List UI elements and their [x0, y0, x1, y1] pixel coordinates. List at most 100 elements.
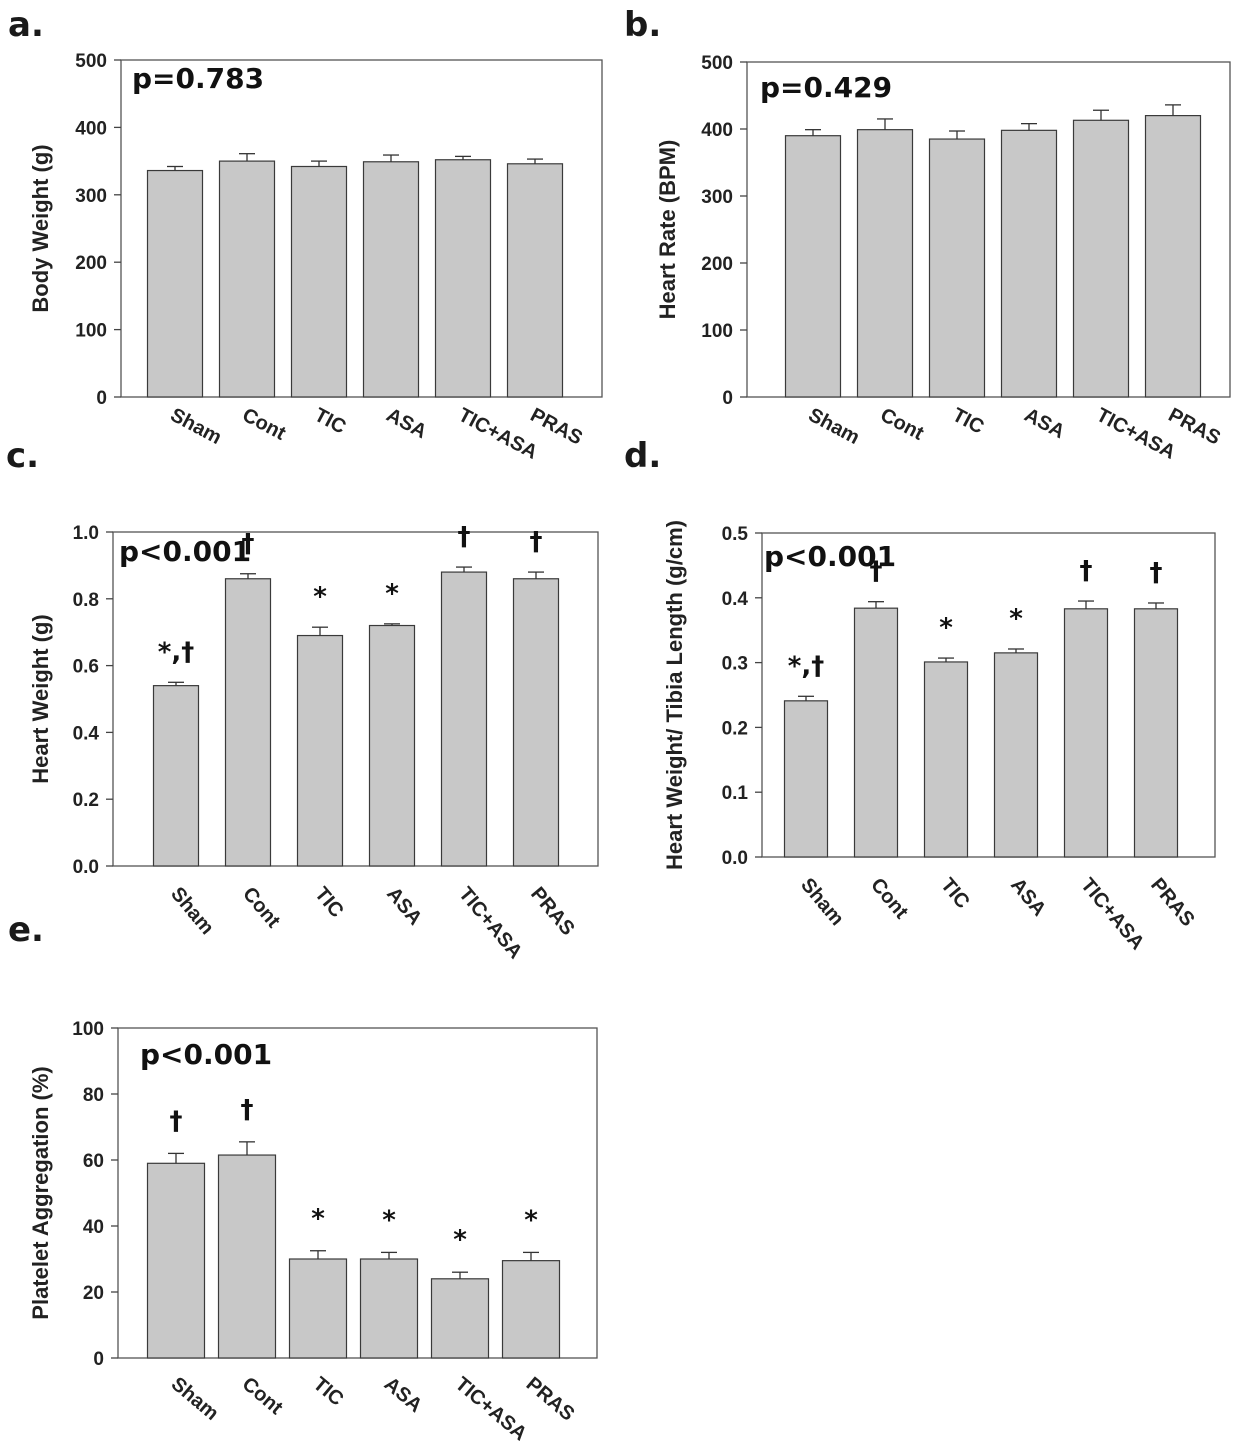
bar [784, 135, 842, 398]
y-tick-label: 400 [75, 118, 107, 139]
y-axis-label: Heart Weight/ Tibia Length (g/cm) [662, 520, 687, 870]
category-label: Sham [796, 874, 848, 930]
category-label: PRAS [1146, 874, 1199, 931]
significance-marker: * [939, 613, 953, 643]
panel-letter: c. [6, 436, 39, 476]
bar [146, 1162, 206, 1359]
y-axis-label: Heart Rate (BPM) [655, 140, 680, 320]
significance-marker: * [313, 582, 327, 612]
category-label: TIC+ASA [1076, 874, 1148, 954]
category-label: Cont [239, 404, 290, 445]
category-label: ASA [1021, 404, 1069, 443]
category-label: Cont [877, 404, 928, 445]
y-tick-label: 0 [722, 388, 733, 409]
category-label: Sham [167, 1373, 223, 1425]
significance-marker: * [1009, 604, 1023, 634]
plot-frame [120, 59, 603, 398]
category-label: TIC+ASA [451, 1373, 531, 1445]
y-tick-label: 200 [75, 253, 107, 274]
p-value-annotation: p=0.429 [760, 71, 892, 104]
y-tick-label: 500 [701, 53, 733, 74]
y-axis-label: Body Weight (g) [28, 144, 53, 312]
y-tick-label: 80 [83, 1085, 104, 1106]
bar [506, 163, 564, 398]
bar [440, 571, 488, 867]
significance-marker: * [385, 579, 399, 609]
bar [290, 165, 348, 398]
y-tick-label: 20 [83, 1283, 104, 1304]
bar [288, 1258, 348, 1359]
y-axis-label: Heart Weight (g) [28, 614, 53, 783]
category-label: TIC+ASA [455, 404, 541, 464]
significance-marker: † [530, 527, 543, 557]
p-value-annotation: p<0.001 [764, 540, 896, 573]
panel-letter: b. [624, 5, 661, 45]
bar [430, 1278, 490, 1359]
significance-marker: † [242, 529, 255, 559]
category-label: TIC [949, 404, 988, 439]
significance-marker: † [458, 522, 471, 552]
p-value-annotation: p=0.783 [132, 62, 264, 95]
bar [217, 1154, 277, 1359]
p-value-annotation: p<0.001 [119, 535, 251, 568]
bar [856, 129, 914, 398]
category-label: ASA [382, 883, 426, 929]
y-tick-label: 40 [83, 1217, 104, 1238]
chart-panel-1: a. 0 100 200 300 400 500 Body Weight (g) p=0.783… [8, 5, 603, 464]
bar [993, 652, 1039, 858]
significance-marker: † [1080, 556, 1093, 586]
y-tick-label: 0.8 [73, 590, 99, 611]
bar [1072, 119, 1130, 398]
bar [783, 700, 829, 858]
panel-letter: a. [8, 5, 44, 45]
y-tick-label: 400 [701, 120, 733, 141]
bar [224, 578, 272, 867]
bar [853, 607, 899, 858]
category-label: TIC [310, 883, 348, 922]
y-tick-label: 300 [701, 187, 733, 208]
y-tick-label: 0.3 [722, 654, 748, 675]
y-tick-label: 100 [75, 321, 107, 342]
p-value-annotation: p<0.001 [140, 1038, 272, 1071]
y-tick-label: 200 [701, 254, 733, 275]
bar [296, 634, 344, 867]
significance-marker: *,† [158, 637, 194, 667]
category-label: ASA [383, 404, 431, 443]
bar [434, 159, 492, 398]
category-label: PRAS [526, 883, 579, 940]
category-label: Sham [805, 404, 863, 449]
y-tick-label: 60 [83, 1151, 104, 1172]
category-label: Sham [167, 404, 225, 449]
chart-panel-2: b. 0 100 200 300 400 500 Heart Rate (BPM) p=0.42… [624, 5, 1231, 464]
significance-marker: * [524, 1205, 538, 1235]
category-label: TIC [311, 404, 350, 439]
category-label: TIC+ASA [454, 883, 526, 963]
bar [512, 578, 560, 867]
y-tick-label: 0.4 [73, 723, 100, 744]
category-label: TIC [309, 1373, 348, 1411]
category-label: ASA [1006, 874, 1050, 920]
bar [146, 169, 204, 398]
bar [359, 1258, 419, 1359]
y-tick-label: 0.4 [722, 589, 749, 610]
panel-letter: d. [624, 436, 661, 476]
significance-marker: * [382, 1205, 396, 1235]
category-label: TIC [936, 874, 974, 913]
bar [1133, 608, 1179, 858]
significance-marker: † [170, 1106, 183, 1136]
bar [928, 138, 986, 398]
bar [218, 160, 276, 398]
y-tick-label: 0.2 [73, 790, 99, 811]
bar [368, 624, 416, 867]
y-tick-label: 0 [93, 1349, 104, 1370]
significance-marker: † [1150, 558, 1163, 588]
y-tick-label: 0.1 [722, 783, 749, 804]
category-label: TIC+ASA [1093, 404, 1179, 464]
significance-marker: * [453, 1225, 467, 1255]
plot-frame [112, 531, 599, 867]
category-label: ASA [380, 1373, 426, 1417]
plot-frame [746, 61, 1231, 398]
y-tick-label: 300 [75, 186, 107, 207]
category-label: Sham [166, 883, 218, 939]
bar [1000, 129, 1058, 398]
